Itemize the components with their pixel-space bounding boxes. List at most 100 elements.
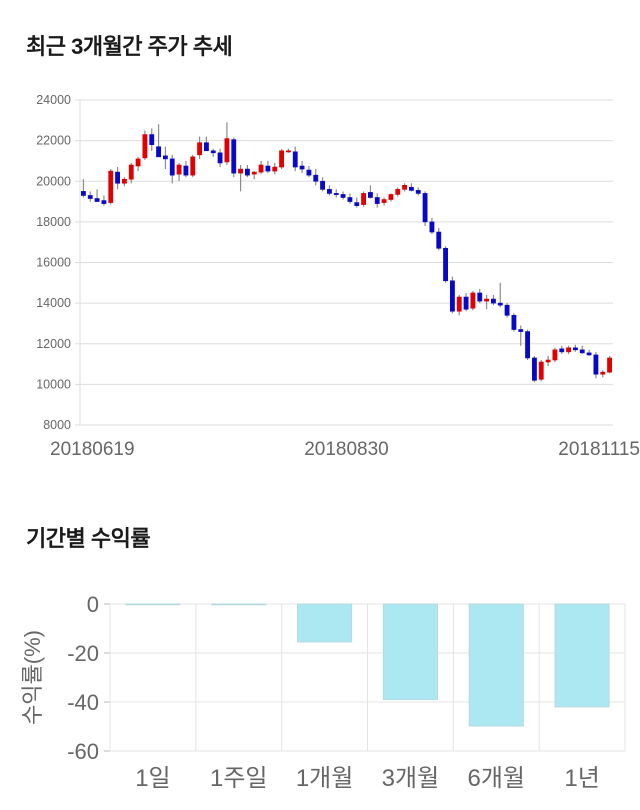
bar <box>382 603 438 701</box>
bar <box>125 603 181 606</box>
candle-series <box>80 122 613 383</box>
candle-body <box>436 231 442 249</box>
candle-body <box>176 164 182 175</box>
candle-body <box>149 134 155 145</box>
candle-body <box>142 134 148 159</box>
y-tick-label: 12000 <box>36 337 71 351</box>
candle-body <box>552 349 558 361</box>
y-tick-label: 18000 <box>36 215 71 229</box>
candle-body <box>422 193 428 223</box>
candle-body <box>101 200 107 204</box>
candle-body <box>408 187 414 191</box>
candle-body <box>347 197 353 202</box>
candle-body <box>285 150 291 153</box>
candle-body <box>156 146 162 158</box>
candle-body <box>299 165 305 170</box>
y-tick-label: 8000 <box>43 418 71 432</box>
candle-body <box>326 189 332 194</box>
candle-body <box>600 371 606 375</box>
candle-body <box>108 170 114 203</box>
candle-body <box>80 191 86 196</box>
bar <box>468 603 524 727</box>
candle-body <box>593 354 599 375</box>
x-tick-label: 1년 <box>564 765 599 792</box>
candle-body <box>497 302 503 306</box>
candle-body <box>607 357 613 373</box>
period-return-title: 기간별 수익률 <box>26 526 151 551</box>
candle-body <box>224 138 230 163</box>
y-axis-title: 수익률(%) <box>20 630 45 725</box>
candle-body <box>340 194 346 198</box>
candle-body <box>128 164 134 180</box>
candle-body <box>566 347 572 353</box>
candle-body <box>258 164 264 173</box>
candle-body <box>449 280 455 312</box>
candle-body <box>470 292 476 309</box>
candle-body <box>231 139 237 174</box>
y-tick-label: -60 <box>67 739 99 764</box>
period-return-chart: 0 -20 -40 -60 1일 1주일 1개월 3개월 6개월 1년 수익률(%) <box>0 575 640 810</box>
candle-body <box>272 166 278 172</box>
candle-body <box>559 348 565 353</box>
y-tick-label: 10000 <box>36 377 71 391</box>
candle-body <box>579 349 585 354</box>
candle-body <box>197 142 203 156</box>
y-tick-label: 22000 <box>36 134 71 148</box>
candle-body <box>115 171 121 184</box>
x-tick-label: 1일 <box>135 765 170 792</box>
x-tick-label: 20180830 <box>304 439 389 460</box>
y-tick-label: 14000 <box>36 296 71 310</box>
price-trend-chart: 8000 10000 12000 14000 16000 18000 20000 22000 2… <box>0 85 640 475</box>
candle-body <box>244 168 250 176</box>
candle-body <box>402 185 408 190</box>
candle-body <box>87 195 93 199</box>
y-tick-label: 16000 <box>36 256 71 270</box>
price-trend-title: 최근 3개월간 주가 추세 <box>26 34 233 59</box>
candle-body <box>456 296 462 312</box>
candle-body <box>354 202 360 206</box>
candle-body <box>525 331 531 359</box>
candle-body <box>381 199 387 203</box>
candle-body <box>518 329 524 332</box>
y-tick-label: -40 <box>67 690 99 715</box>
candle-body <box>135 158 141 167</box>
bar <box>211 603 267 606</box>
candle-body <box>443 247 449 282</box>
candle-body <box>572 347 578 351</box>
y-tick-label: 0 <box>87 592 99 617</box>
candle-body <box>490 298 496 304</box>
candle-body <box>586 352 592 356</box>
candle-body <box>265 165 271 172</box>
bar <box>297 603 353 643</box>
y-tick-label: -20 <box>67 641 99 666</box>
x-tick-label: 1주일 <box>210 765 268 792</box>
candle-body <box>162 155 168 160</box>
y-tick-label: 20000 <box>36 174 71 188</box>
candle-body <box>429 221 435 233</box>
candle-body <box>94 198 100 202</box>
candle-body <box>190 156 196 176</box>
candle-body <box>374 197 380 204</box>
candle-body <box>504 304 510 316</box>
candle-body <box>251 171 257 175</box>
candle-body <box>121 178 127 184</box>
x-tick-label: 20180619 <box>50 439 135 460</box>
x-tick-label: 20181115 <box>558 439 640 460</box>
candle-body <box>333 193 339 195</box>
candle-body <box>210 150 216 154</box>
candle-body <box>320 180 326 190</box>
candle-body <box>292 151 298 168</box>
candle-body <box>238 168 244 174</box>
period-return-svg: 0 -20 -40 -60 1일 1주일 1개월 3개월 6개월 1년 수익률(%) <box>20 592 626 792</box>
x-tick-label: 1개월 <box>296 765 354 792</box>
candle-body <box>203 142 209 152</box>
candle-body <box>217 152 223 164</box>
candle-body <box>367 192 373 198</box>
candle-body <box>463 296 469 310</box>
candle-body <box>415 190 421 194</box>
candle-body <box>484 298 490 302</box>
candle-body <box>538 361 544 380</box>
candle-body <box>169 158 175 176</box>
candle-body <box>545 359 551 363</box>
candle-body <box>388 194 394 200</box>
